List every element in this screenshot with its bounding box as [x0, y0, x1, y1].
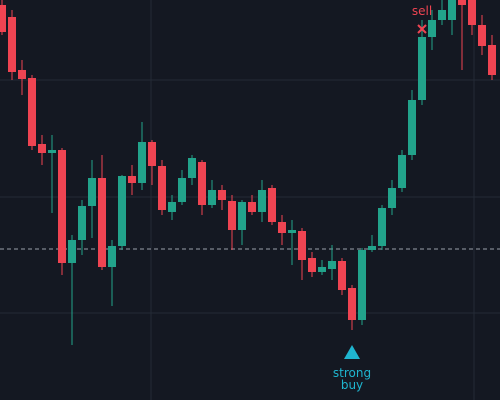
candle-body: [458, 0, 466, 5]
candle-body: [48, 150, 56, 153]
candle-body: [438, 10, 446, 20]
candle-body: [158, 166, 166, 210]
sell-marker: [417, 24, 427, 34]
candle-body: [78, 206, 86, 240]
buy-marker: [344, 345, 360, 359]
candle-body: [118, 176, 126, 246]
candle-body: [298, 231, 306, 260]
candle-body: [348, 288, 356, 320]
candle-body: [478, 25, 486, 46]
candle-body: [488, 45, 496, 75]
candle-body: [138, 142, 146, 183]
candle-body: [378, 208, 386, 246]
candle-body: [258, 190, 266, 212]
candle-body: [88, 178, 96, 206]
candle-body: [238, 202, 246, 230]
candle-body: [388, 188, 396, 208]
candle-body: [0, 5, 6, 32]
candle-body: [448, 0, 456, 20]
candle-body: [288, 230, 296, 233]
candle-body: [148, 142, 156, 166]
candle-body: [58, 150, 66, 263]
candle-body: [108, 246, 116, 267]
candle-body: [368, 246, 376, 250]
candle-body: [178, 178, 186, 202]
candle-body: [28, 78, 36, 146]
annotation-label: strong: [333, 366, 371, 380]
candle-body: [198, 162, 206, 205]
candle-body: [278, 222, 286, 233]
candle-body: [188, 158, 196, 178]
candle-body: [98, 178, 106, 267]
candle-body: [128, 176, 136, 183]
candle-body: [248, 202, 256, 212]
candle-body: [218, 190, 226, 200]
candle-body: [398, 155, 406, 188]
candle-body: [418, 37, 426, 100]
annotation-label: sell: [412, 4, 432, 18]
candle-body: [468, 0, 476, 25]
candle-body: [428, 20, 436, 37]
candle-body: [358, 250, 366, 320]
candle-body: [328, 261, 336, 269]
candle-body: [318, 267, 326, 272]
candle-body: [338, 261, 346, 290]
candle-body: [18, 70, 26, 79]
candle-body: [208, 190, 216, 205]
candle-body: [8, 17, 16, 72]
candle-body: [408, 100, 416, 155]
candle-body: [308, 258, 316, 272]
candle-body: [268, 188, 276, 222]
candle-body: [228, 201, 236, 230]
annotation-label: buy: [341, 378, 363, 392]
candle-body: [168, 202, 176, 212]
candle-body: [38, 144, 46, 153]
candle-body: [68, 240, 76, 263]
